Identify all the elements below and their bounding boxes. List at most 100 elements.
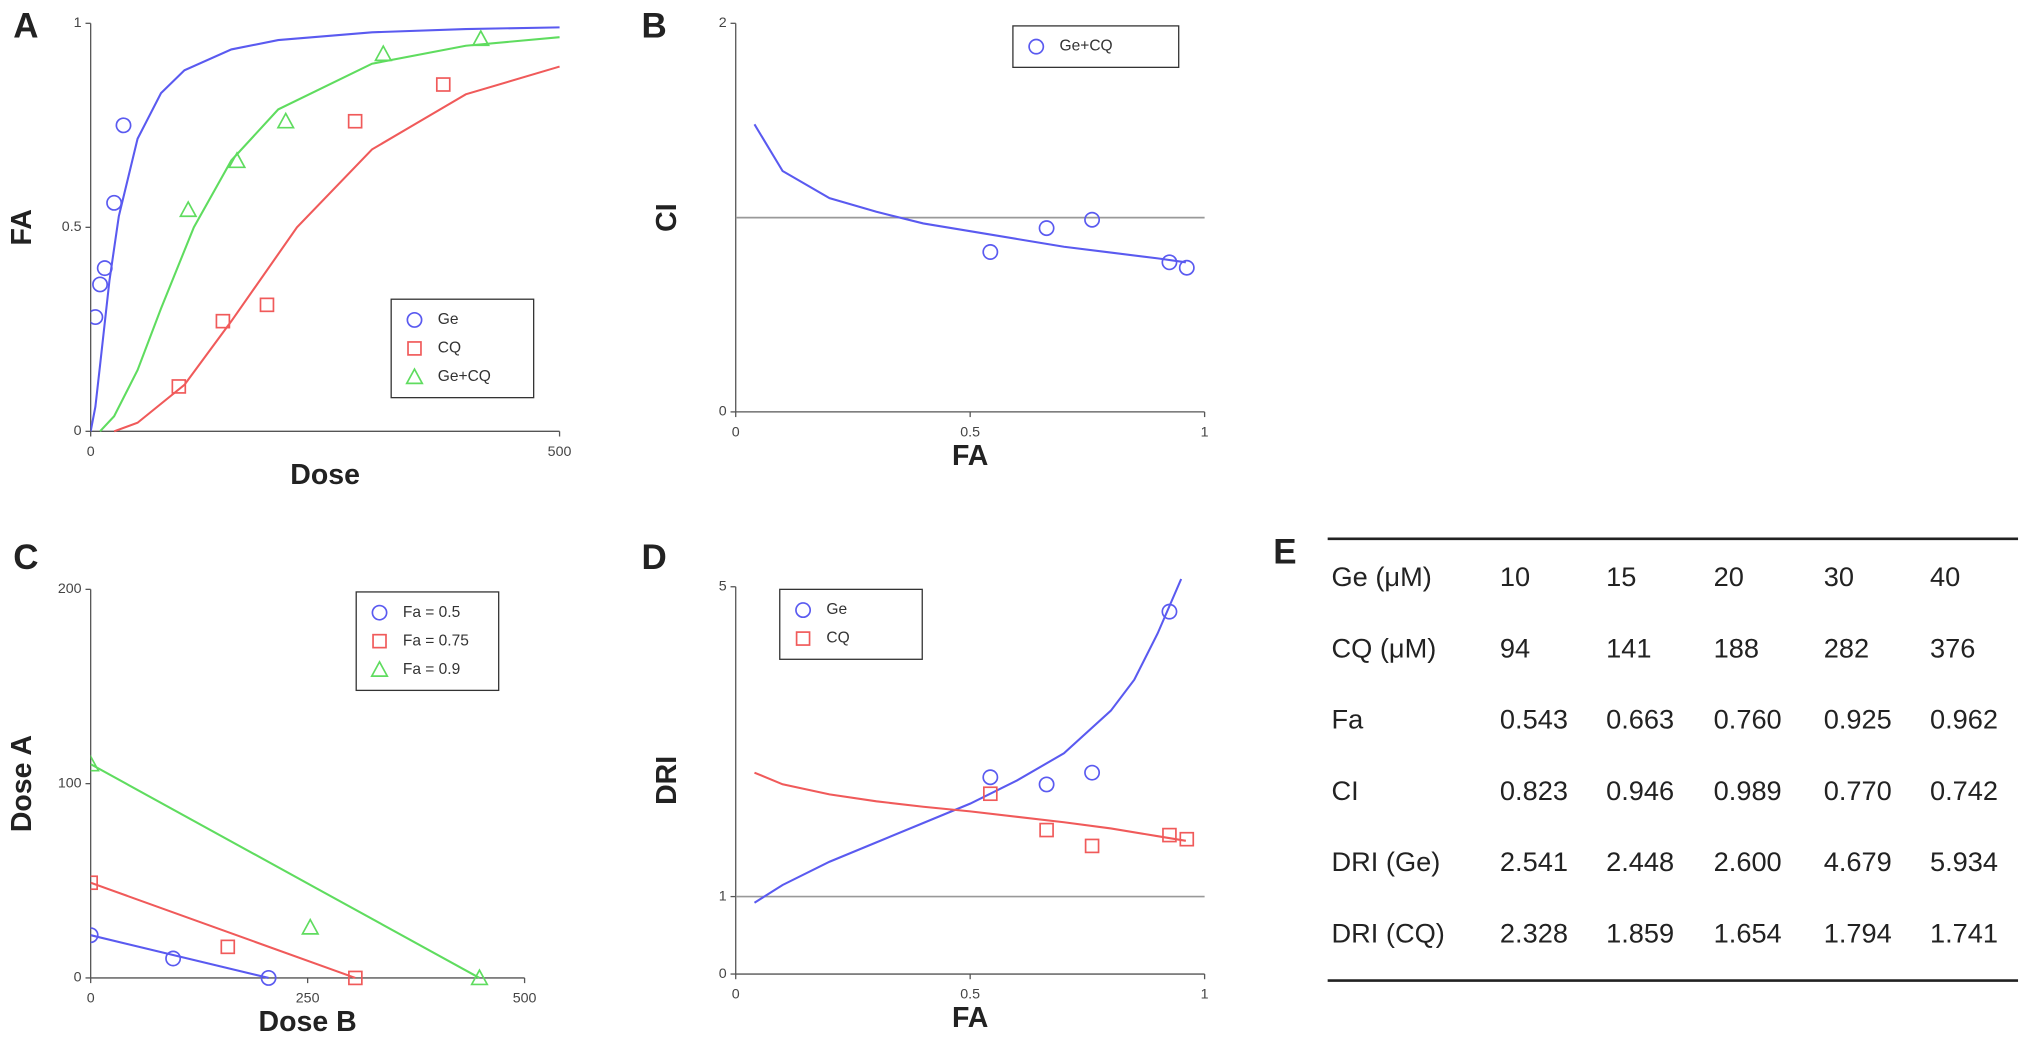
fit-curve: [99, 36, 560, 433]
table-cell: 4.679: [1824, 846, 1892, 877]
legend-marker: [371, 604, 388, 621]
row-header: Ge (μM): [1332, 561, 1432, 592]
row-header: CQ (μM): [1332, 632, 1437, 663]
circle-marker: [982, 244, 999, 260]
circle-marker: [1038, 776, 1055, 793]
table-cell: 20: [1714, 561, 1744, 592]
table-cell: 40: [1930, 561, 1960, 592]
table-cell: 0.770: [1824, 775, 1892, 806]
table-cell: 0.742: [1930, 775, 1998, 806]
circle-marker: [1084, 764, 1101, 781]
triangle-marker: [470, 968, 489, 986]
chart-panel: A Dose FA 0 500 0 0.5 1 Ge CQ Ge+CQ: [6, 7, 572, 491]
table-cell: 10: [1500, 561, 1530, 592]
legend-marker: [795, 631, 811, 646]
legend-label: CQ: [438, 340, 461, 357]
table-cell: 1.741: [1930, 917, 1998, 948]
legend-marker: [1028, 38, 1045, 55]
legend-marker: [370, 660, 389, 677]
table-cell: 2.600: [1714, 846, 1782, 877]
circle-marker: [165, 950, 182, 967]
row-header: DRI (Ge): [1332, 846, 1441, 877]
plot-area: [90, 26, 560, 433]
legend-box: [355, 591, 500, 692]
x-tick-label: 500: [548, 444, 572, 460]
legend-box: [390, 298, 535, 399]
table-cell: 0.760: [1714, 704, 1782, 735]
circle-marker: [115, 117, 132, 134]
y-tick-label: 0: [719, 404, 727, 420]
y-tick-label: 0.5: [62, 219, 82, 235]
legend-label: Ge+CQ: [438, 368, 491, 385]
legend-label: CQ: [826, 630, 849, 647]
fit-curve: [753, 123, 1186, 264]
table-cell: 188: [1714, 632, 1759, 663]
chart-panel: D FA DRI 0 0.5 1 0 1 5 Ge CQ: [641, 538, 1208, 1034]
x-tick-label: 0: [87, 444, 95, 460]
chart-panel: B FA CI 0 0.5 1 0 2 Ge+CQ: [641, 7, 1208, 472]
circle-marker: [96, 260, 113, 277]
triangle-marker: [90, 754, 100, 772]
table-cell: 0.823: [1500, 775, 1568, 806]
plot-area: [735, 123, 1205, 276]
table-cell: 1.654: [1714, 917, 1782, 948]
panel-label: C: [13, 538, 38, 577]
legend-label: Ge: [438, 311, 459, 328]
panel-label: E: [1273, 533, 1296, 572]
plot-area: [735, 578, 1205, 904]
square-marker: [1179, 831, 1195, 847]
fit-curve: [113, 65, 560, 433]
square-marker: [90, 875, 98, 891]
circle-marker: [982, 769, 999, 786]
legend: Fa = 0.5 Fa = 0.75 Fa = 0.9: [355, 591, 500, 692]
fit-curve: [90, 26, 560, 432]
table-cell: 0.962: [1930, 704, 1998, 735]
legend-box: [779, 588, 923, 660]
circle-marker: [90, 309, 104, 326]
legend-label: Fa = 0.9: [403, 661, 460, 678]
table-cell: 2.448: [1606, 846, 1674, 877]
table-cell: 376: [1930, 632, 1975, 663]
fit-curve: [754, 771, 1187, 842]
table-cell: 1.859: [1606, 917, 1674, 948]
panel-label: D: [641, 538, 666, 577]
row-header: DRI (CQ): [1332, 917, 1445, 948]
square-marker: [348, 970, 363, 986]
square-marker: [1162, 827, 1177, 843]
y-tick-label: 100: [58, 775, 82, 791]
square-marker: [259, 297, 275, 313]
triangle-marker: [374, 44, 393, 62]
square-marker: [347, 113, 363, 129]
circle-marker: [1084, 211, 1101, 228]
legend-marker: [372, 633, 387, 649]
table-cell: 2.328: [1500, 917, 1568, 948]
square-marker: [1039, 822, 1054, 838]
y-tick-label: 1: [74, 15, 82, 31]
square-marker: [983, 786, 998, 802]
square-marker: [1084, 838, 1100, 854]
y-tick-label: 5: [719, 579, 727, 595]
table-cell: 282: [1824, 632, 1869, 663]
triangle-marker: [179, 200, 198, 218]
fit-curve: [90, 881, 356, 979]
table-cell: 141: [1606, 632, 1651, 663]
row-header: Fa: [1332, 704, 1365, 735]
x-tick-label: 500: [513, 990, 537, 1006]
x-tick-label: 0: [732, 987, 740, 1003]
plot-area: [90, 754, 489, 986]
legend-marker: [795, 602, 812, 619]
row-header: CI: [1332, 775, 1359, 806]
legend: Ge CQ Ge+CQ: [390, 298, 535, 399]
fit-curve: [90, 763, 480, 979]
panel-label: B: [641, 7, 666, 46]
x-tick-label: 250: [296, 990, 320, 1006]
x-axis-label: Dose: [290, 459, 360, 491]
circle-marker: [92, 276, 109, 293]
legend-marker: [407, 341, 422, 356]
table-cell: 0.663: [1606, 704, 1674, 735]
square-marker: [220, 939, 236, 955]
square-marker: [435, 77, 451, 92]
square-marker: [171, 379, 187, 394]
circle-marker: [106, 194, 123, 211]
